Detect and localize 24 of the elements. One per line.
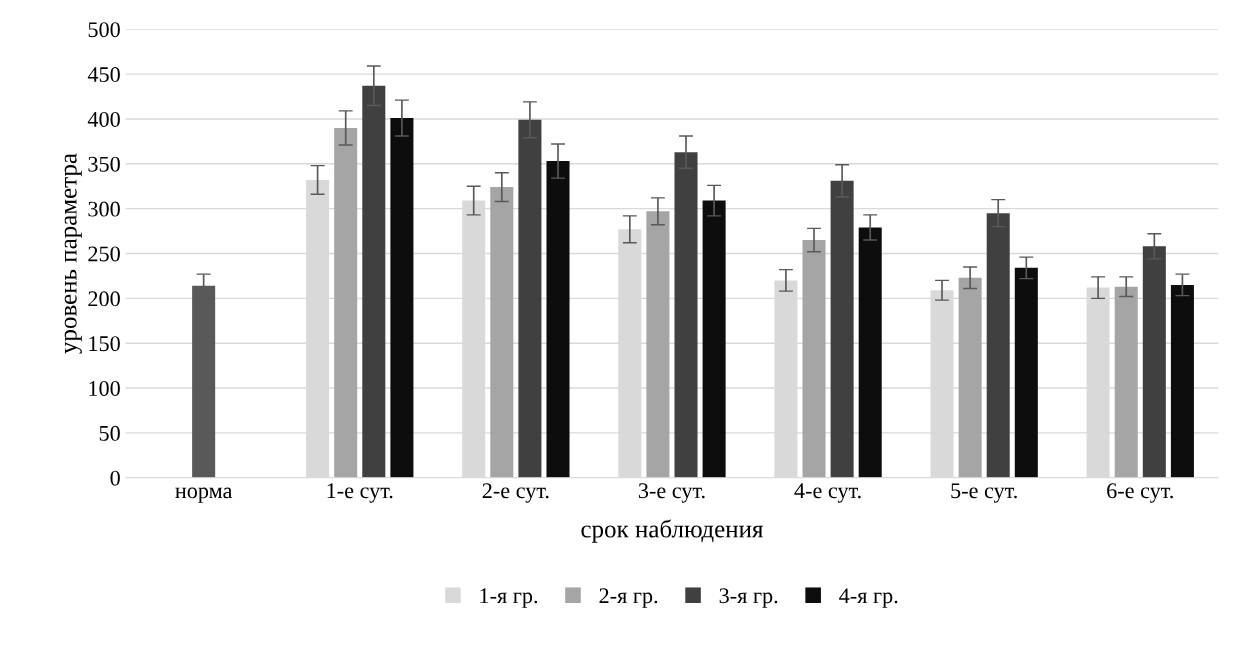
x-tick-label: 5-е сут.	[951, 483, 1017, 503]
y-tick-label: 150	[89, 336, 120, 352]
x-tick-label: 4-е сут.	[794, 483, 861, 503]
legend-label: 3-я гр.	[719, 588, 778, 608]
x-tick-label: 1-е сут.	[327, 483, 393, 503]
y-axis-title: уровень параметра	[64, 153, 82, 354]
y-tick-label: 0	[110, 470, 120, 486]
x-axis-title: срок наблюдения	[581, 519, 764, 543]
x-tick-label: 6-е сут.	[1107, 483, 1173, 503]
y-tick-label: 200	[88, 291, 120, 307]
y-tick-label: 250	[88, 246, 120, 262]
legend-label: 4-я гр.	[839, 588, 898, 608]
x-tick-label: 3-е сут.	[638, 483, 705, 503]
x-tick-label: норма	[175, 487, 233, 503]
legend-label: 1-я гр.	[480, 588, 538, 608]
y-tick-label: 350	[88, 156, 120, 172]
y-tick-label: 100	[89, 380, 120, 396]
y-tick-label: 300	[88, 201, 120, 217]
legend-label: 2-я гр.	[599, 588, 658, 608]
y-tick-label: 500	[88, 22, 120, 38]
y-tick-label: 50	[99, 425, 120, 441]
y-tick-label: 450	[87, 67, 120, 83]
x-tick-label: 2-е сут.	[482, 483, 549, 503]
y-tick-label: 400	[87, 111, 120, 127]
